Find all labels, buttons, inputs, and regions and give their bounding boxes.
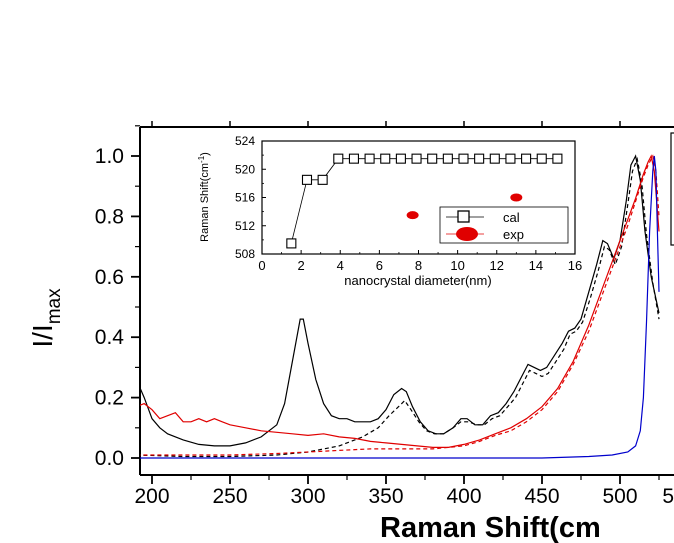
main-y-axis-label: I/Imax [27,288,65,348]
main-y-axis-label-sub: max [44,288,65,324]
inset-cal-point [395,153,406,164]
main-tick-labels: 200 250 300 350 400 450 500 5 0.0 0.2 0.4 0.6 0.8 1.0 [95,145,674,508]
inset-ticks [261,140,576,255]
main-y-tick-label: 0.6 [95,266,124,289]
inset-cal-point [411,153,422,164]
inset-x-axis-label: nanocrystal diameter(nm) [344,273,491,288]
inset-y-axis-label-close: ) [199,152,211,156]
inset-chart: 0 2 4 6 8 10 12 14 16 508 512 516 520 524 nanocrystal… [197,134,582,288]
inset-y-tick-label: 508 [235,247,255,261]
main-y-tick-label: 1.0 [95,145,124,168]
inset-cal-point [301,174,313,185]
inset-y-axis-label-sup: -1 [197,155,206,163]
inset-cal-point [536,153,547,164]
main-plot-frame [139,126,674,476]
svg-text:I/Imax: I/Imax [27,288,65,348]
inset-cal-point [317,174,328,185]
main-x-axis-label: Raman Shift(cm [380,512,601,543]
inset-x-tick-label: 16 [568,258,582,273]
inset-y-axis-label: Raman Shift(cm-1) [197,152,211,242]
inset-legend-cal-label: cal [503,210,520,225]
inset-exp-point [510,193,523,202]
main-x-tick-label: 350 [368,485,403,508]
inset-cal-point [380,153,391,164]
main-x-tick-label: 450 [524,485,559,508]
inset-cal-point [286,238,297,249]
main-y-tick-label: 0.8 [95,205,124,228]
inset-legend-exp-marker [456,227,478,241]
inset-cal-point [427,153,438,164]
inset-x-tick-label: 4 [337,258,344,273]
main-x-tick-label-clipped: 5 [662,485,674,508]
main-y-tick-label: 0.0 [95,447,124,470]
main-x-tick-label: 400 [446,485,481,508]
main-y-tick-label: 0.2 [95,387,124,410]
inset-tick-labels: 0 2 4 6 8 10 12 14 16 508 512 516 520 524 [235,134,582,273]
inset-cal-point [474,153,485,164]
main-y-axis-label-main: I/I [27,324,58,347]
inset-legend-cal-marker [457,210,470,223]
inset-x-tick-label: 12 [490,258,504,273]
inset-legend-exp-label: exp [503,227,524,242]
inset-x-tick-label: 6 [376,258,383,273]
inset-cal-point [364,153,375,164]
svg-text:Raman Shift(cm-1): Raman Shift(cm-1) [197,152,211,242]
inset-series-group [286,153,563,249]
main-x-tick-label: 250 [212,485,247,508]
main-series-line-1 [140,156,660,458]
main-x-tick-label: 500 [602,485,637,508]
inset-y-axis-label-main: Raman Shift(cm [199,163,211,242]
inset-x-tick-label: 8 [415,258,422,273]
inset-cal-point [521,153,532,164]
main-legend-box [670,132,674,246]
inset-cal-point [489,153,500,164]
main-ticks [131,121,660,484]
inset-x-tick-label: 0 [258,258,265,273]
main-x-tick-label: 300 [290,485,325,508]
main-series-line-4 [140,155,660,459]
inset-cal-point [333,153,344,164]
inset-cal-point [552,153,563,164]
inset-exp-point [406,211,419,220]
inset-y-tick-label: 516 [235,191,255,205]
main-series-group [140,154,660,459]
main-y-tick-label: 0.4 [95,326,125,349]
inset-cal-point [442,153,453,164]
inset-y-tick-label: 512 [235,219,255,233]
main-series-line-3 [140,154,660,456]
inset-x-tick-label: 2 [298,258,305,273]
inset-cal-point [458,153,469,164]
inset-x-tick-label: 10 [450,258,464,273]
inset-cal-point [348,153,359,164]
main-series-line-2 [140,154,660,448]
inset-y-tick-label: 524 [235,134,255,148]
main-x-tick-label: 200 [134,485,169,508]
inset-legend: cal exp [439,206,569,244]
inset-x-tick-label: 14 [529,258,543,273]
inset-cal-point [505,153,516,164]
inset-y-tick-label: 520 [235,162,255,176]
